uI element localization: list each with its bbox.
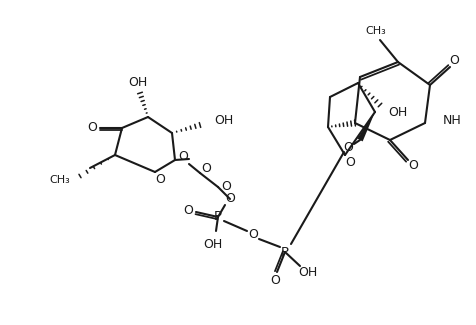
Text: O: O [183,203,192,216]
Text: O: O [178,150,188,163]
Text: O: O [344,157,354,170]
Text: O: O [220,180,230,193]
Text: OH: OH [128,76,147,89]
Text: O: O [201,162,210,176]
Text: OH: OH [214,114,233,127]
Text: O: O [269,274,279,287]
Text: O: O [225,192,235,205]
Polygon shape [357,112,374,141]
Text: P: P [214,211,221,224]
Text: O: O [407,160,417,173]
Text: OH: OH [387,107,407,120]
Text: O: O [448,55,458,68]
Text: O: O [155,174,165,187]
Text: P: P [280,245,288,258]
Text: OH: OH [298,266,317,279]
Text: O: O [87,122,97,135]
Text: CH₃: CH₃ [49,175,70,185]
Text: O: O [342,141,352,154]
Text: OH: OH [203,239,222,252]
Text: NH: NH [442,114,461,127]
Text: CH₃: CH₃ [365,26,386,36]
Text: O: O [248,228,258,241]
